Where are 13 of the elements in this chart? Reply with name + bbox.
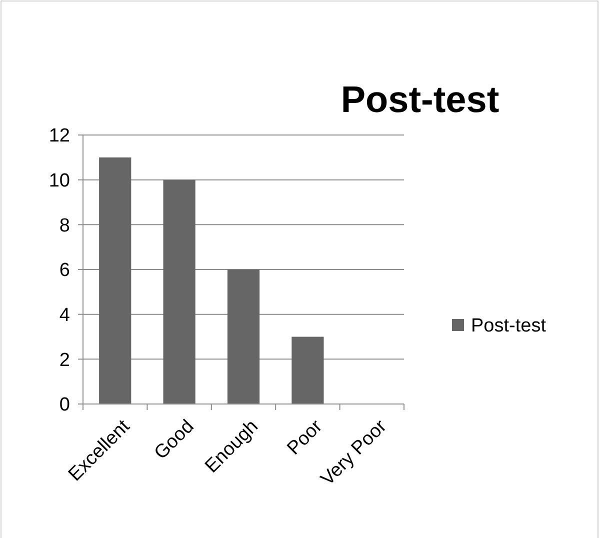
- y-tick-label: 6: [59, 260, 70, 282]
- y-tick-label: 2: [59, 350, 70, 371]
- bar: [227, 270, 260, 404]
- y-tick-label: 0: [59, 394, 70, 416]
- chart-title: Post-test: [340, 79, 500, 120]
- bar: [99, 157, 132, 404]
- bar: [292, 336, 324, 404]
- legend-label: Post-test: [471, 316, 547, 337]
- y-tick-label: 10: [48, 170, 70, 192]
- y-tick-label: 4: [59, 304, 70, 326]
- y-tick-label: 12: [48, 126, 70, 147]
- bar: [163, 180, 196, 404]
- y-tick-label: 8: [59, 215, 70, 236]
